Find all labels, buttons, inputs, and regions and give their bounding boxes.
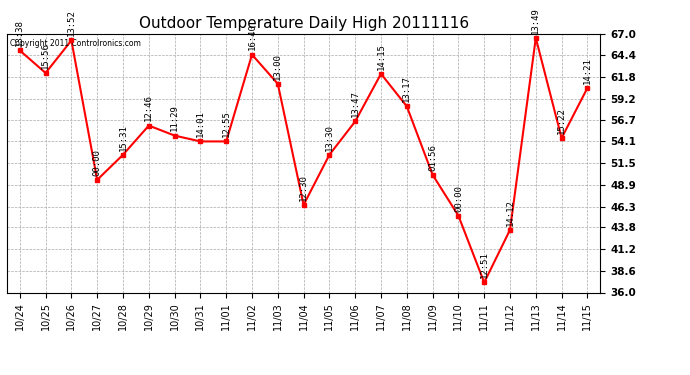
Title: Outdoor Temperature Daily High 20111116: Outdoor Temperature Daily High 20111116	[139, 16, 469, 31]
Text: 11:29: 11:29	[170, 105, 179, 131]
Text: 13:47: 13:47	[351, 90, 359, 117]
Text: 15:22: 15:22	[557, 107, 566, 134]
Text: 13:52: 13:52	[67, 9, 76, 36]
Text: 14:01: 14:01	[196, 110, 205, 137]
Text: 13:49: 13:49	[531, 7, 540, 34]
Text: 14:15: 14:15	[377, 43, 386, 70]
Text: 00:00: 00:00	[454, 184, 463, 211]
Text: 14:12: 14:12	[506, 199, 515, 226]
Text: 00:00: 00:00	[92, 149, 101, 176]
Text: 13:38: 13:38	[15, 20, 24, 46]
Text: 12:46: 12:46	[144, 94, 153, 122]
Text: 15:56: 15:56	[41, 42, 50, 69]
Text: 13:17: 13:17	[402, 75, 411, 102]
Text: 13:30: 13:30	[325, 124, 334, 151]
Text: 13:00: 13:00	[273, 53, 282, 80]
Text: 12:30: 12:30	[299, 174, 308, 201]
Text: 14:21: 14:21	[583, 57, 592, 84]
Text: 12:55: 12:55	[221, 110, 230, 137]
Text: 15:31: 15:31	[119, 124, 128, 151]
Text: 01:56: 01:56	[428, 144, 437, 171]
Text: 16:40: 16:40	[248, 24, 257, 51]
Text: Copyright 2011 Controlronics.com: Copyright 2011 Controlronics.com	[10, 39, 141, 48]
Text: 12:51: 12:51	[480, 252, 489, 278]
